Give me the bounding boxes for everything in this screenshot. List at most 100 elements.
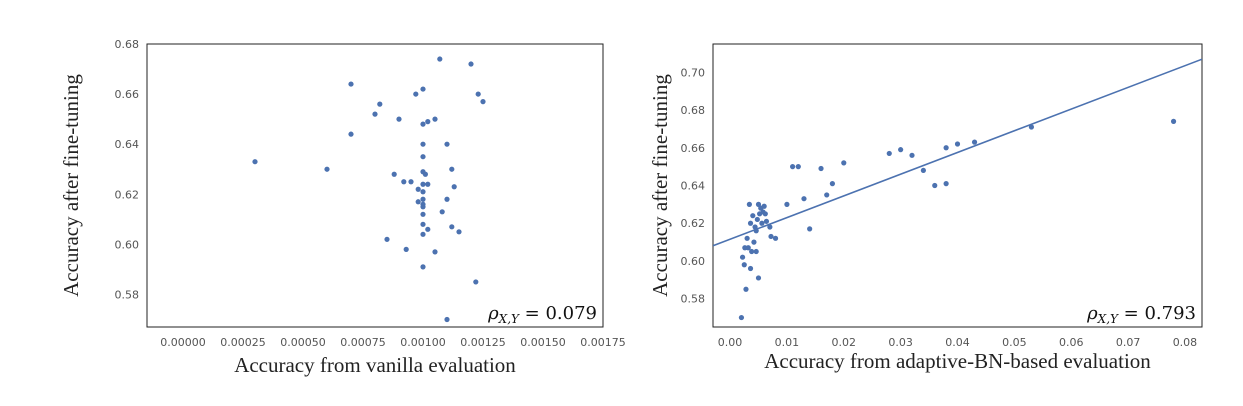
data-point [753, 248, 759, 255]
y-tick-label: 0.62 [681, 217, 706, 230]
data-point [449, 166, 455, 172]
data-point [841, 160, 847, 166]
data-point [348, 131, 354, 137]
data-point [425, 181, 431, 187]
correlation-annotation: ρX,Y = 0.793 [1086, 303, 1196, 326]
y-axis-label: Accuracy after fine-tuning [648, 74, 672, 297]
data-point [768, 233, 774, 240]
y-tick-label: 0.58 [681, 293, 706, 306]
data-point [439, 209, 445, 215]
data-point [761, 203, 767, 209]
data-point [451, 184, 457, 190]
data-point [801, 196, 807, 202]
y-tick-label: 0.62 [115, 188, 140, 201]
data-point [437, 56, 443, 62]
y-tick-label: 0.64 [115, 138, 140, 151]
data-point [818, 165, 824, 172]
regression-line [713, 58, 1202, 247]
y-tick-label: 0.66 [115, 88, 140, 101]
correlation-annotation: ρX,Y = 0.079 [487, 303, 597, 326]
data-point [444, 196, 450, 202]
data-point [742, 245, 748, 251]
data-point [420, 181, 426, 187]
data-point [415, 186, 421, 192]
y-tick-label: 0.66 [681, 142, 706, 155]
data-point [252, 159, 258, 165]
data-point [444, 141, 450, 147]
y-tick-label: 0.68 [681, 104, 706, 117]
x-tick-label: 0.00075 [340, 336, 386, 349]
y-tick-label: 0.60 [681, 255, 706, 268]
data-point [759, 220, 765, 226]
data-point [420, 141, 426, 147]
data-point [772, 235, 779, 241]
x-tick-label: 0.04 [945, 336, 970, 349]
data-point [943, 145, 949, 151]
x-axis-label: Accuracy from adaptive-BN-based evaluati… [764, 349, 1151, 373]
data-point [420, 196, 426, 202]
data-point [744, 235, 750, 241]
data-point [391, 171, 397, 177]
data-point [739, 254, 746, 260]
data-point [1028, 124, 1035, 130]
data-point [415, 199, 421, 205]
data-point [425, 119, 431, 125]
data-point [449, 224, 455, 230]
data-point [420, 154, 426, 160]
data-point [420, 204, 426, 210]
x-tick-label: 0.01 [775, 336, 800, 349]
x-tick-label: 0.00050 [280, 336, 326, 349]
x-tick-label: 0.08 [1173, 336, 1198, 349]
data-point [1170, 118, 1177, 124]
data-point [396, 116, 402, 122]
data-point [420, 221, 426, 227]
data-point [971, 139, 978, 145]
data-point [790, 164, 796, 170]
data-point [480, 99, 486, 105]
data-point [372, 111, 378, 117]
data-point [403, 246, 409, 252]
x-tick-label: 0.02 [832, 336, 857, 349]
data-point [767, 224, 773, 230]
data-point [909, 152, 915, 158]
data-point [741, 262, 747, 268]
x-tick-label: 0.05 [1002, 336, 1027, 349]
data-point [749, 248, 755, 255]
data-point [408, 179, 414, 185]
data-point [475, 91, 481, 97]
data-point [746, 201, 752, 207]
data-point [413, 91, 419, 97]
data-point [755, 275, 762, 281]
x-axis-label: Accuracy from vanilla evaluation [234, 353, 516, 377]
data-point [763, 218, 770, 224]
left-scatter-plot: 0.00000 0.00025 0.00050 0.00075 0.00100 0.001… [59, 38, 626, 377]
data-point [784, 201, 790, 207]
x-tick-label: 0.03 [888, 336, 913, 349]
x-tick-label: 0.00150 [520, 336, 566, 349]
data-point [420, 86, 426, 92]
data-point [753, 228, 759, 234]
plot-frame [712, 43, 1203, 328]
y-tick-label: 0.60 [115, 238, 140, 251]
x-tick-label: 0.00175 [580, 336, 626, 349]
x-tick-label: 0.07 [1116, 336, 1141, 349]
x-tick-label: 0.00 [718, 336, 743, 349]
data-point [943, 181, 949, 187]
data-point [743, 286, 749, 292]
x-tick-label: 0.00125 [460, 336, 506, 349]
data-point [377, 101, 383, 107]
data-point [456, 229, 462, 235]
data-point [324, 166, 330, 172]
data-point [920, 167, 926, 174]
data-point [384, 236, 390, 242]
data-point [348, 81, 354, 87]
data-point [762, 211, 768, 217]
data-point [824, 192, 830, 198]
data-point [468, 61, 474, 67]
x-tick-label: 0.00000 [160, 336, 206, 349]
data-point [473, 279, 479, 285]
data-point [954, 141, 961, 147]
y-tick-label: 0.58 [115, 288, 140, 301]
data-point [755, 201, 762, 207]
